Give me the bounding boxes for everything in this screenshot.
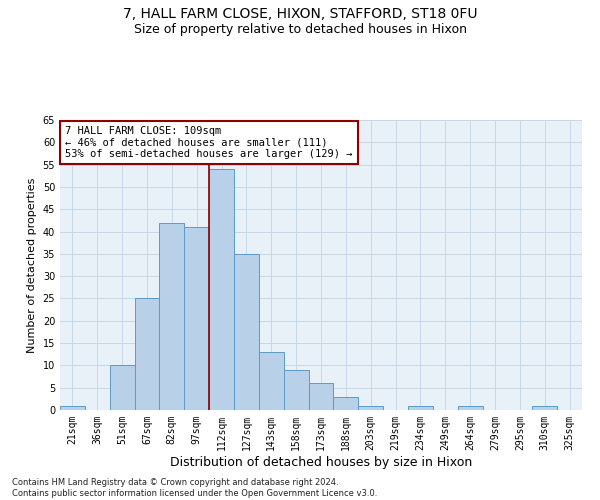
Text: Size of property relative to detached houses in Hixon: Size of property relative to detached ho… — [133, 22, 467, 36]
Text: 7, HALL FARM CLOSE, HIXON, STAFFORD, ST18 0FU: 7, HALL FARM CLOSE, HIXON, STAFFORD, ST1… — [123, 8, 477, 22]
Bar — [532, 406, 557, 410]
Bar — [184, 227, 209, 410]
Bar — [234, 254, 259, 410]
X-axis label: Distribution of detached houses by size in Hixon: Distribution of detached houses by size … — [170, 456, 472, 468]
Bar — [160, 222, 184, 410]
Bar — [209, 169, 234, 410]
Bar — [334, 396, 358, 410]
Bar — [110, 366, 134, 410]
Text: Contains HM Land Registry data © Crown copyright and database right 2024.
Contai: Contains HM Land Registry data © Crown c… — [12, 478, 377, 498]
Bar — [134, 298, 160, 410]
Bar — [308, 383, 334, 410]
Y-axis label: Number of detached properties: Number of detached properties — [27, 178, 37, 352]
Bar — [284, 370, 308, 410]
Text: 7 HALL FARM CLOSE: 109sqm
← 46% of detached houses are smaller (111)
53% of semi: 7 HALL FARM CLOSE: 109sqm ← 46% of detac… — [65, 126, 353, 159]
Bar — [358, 406, 383, 410]
Bar — [259, 352, 284, 410]
Bar — [408, 406, 433, 410]
Bar — [60, 406, 85, 410]
Bar — [458, 406, 482, 410]
